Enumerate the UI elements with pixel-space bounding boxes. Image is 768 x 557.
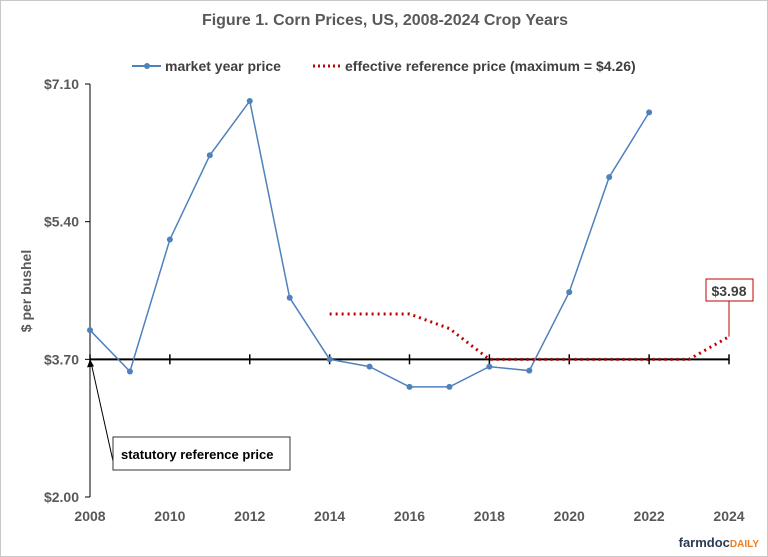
market-price-point — [606, 174, 613, 181]
statutory-annotation-label: statutory reference price — [121, 447, 273, 462]
y-axis-label: $ per bushel — [18, 250, 34, 332]
market-price-point — [126, 368, 133, 375]
x-tick-label: 2012 — [234, 508, 265, 524]
x-tick-label: 2022 — [634, 508, 665, 524]
farmdoc-logo: farmdocDAILY — [678, 535, 759, 550]
annotation-arrow-line — [90, 362, 114, 462]
market-price-point — [366, 363, 373, 370]
y-tick-label: $2.00 — [44, 489, 79, 505]
legend-label-market: market year price — [165, 58, 281, 74]
market-price-point — [526, 367, 533, 374]
x-tick-label: 2018 — [474, 508, 505, 524]
market-price-point — [286, 294, 293, 301]
x-tick-label: 2014 — [314, 508, 345, 524]
market-price-line — [89, 99, 650, 388]
market-price-point — [87, 327, 93, 334]
statutory-annotation-box — [112, 436, 291, 471]
x-tick-label: 2020 — [554, 508, 585, 524]
x-tick-label: 2024 — [713, 508, 744, 524]
legend-marker-market — [144, 63, 150, 69]
y-tick-label: $3.70 — [44, 351, 79, 367]
value-callout-label: $3.98 — [711, 283, 746, 299]
market-price-point — [206, 152, 213, 159]
market-price-point — [246, 98, 253, 105]
x-tick-label: 2008 — [74, 508, 105, 524]
market-price-point — [446, 383, 453, 390]
market-price-point — [486, 363, 493, 370]
value-callout-box — [705, 278, 754, 302]
arrowhead-icon — [87, 359, 94, 368]
y-tick-label: $5.40 — [44, 214, 79, 230]
y-tick-label: $7.10 — [44, 76, 79, 92]
legend: market year price effective reference pr… — [132, 58, 636, 74]
x-tick-label: 2010 — [154, 508, 185, 524]
market-price-point — [326, 356, 333, 363]
market-price-point — [166, 236, 173, 243]
market-price-point — [566, 289, 573, 296]
legend-label-reference: effective reference price (maximum = $4.… — [345, 58, 636, 74]
x-tick-label: 2016 — [394, 508, 425, 524]
reference-price-line — [329, 312, 730, 361]
market-price-point — [646, 109, 653, 116]
chart-title: Figure 1. Corn Prices, US, 2008-2024 Cro… — [202, 12, 568, 29]
market-price-point — [406, 383, 413, 390]
